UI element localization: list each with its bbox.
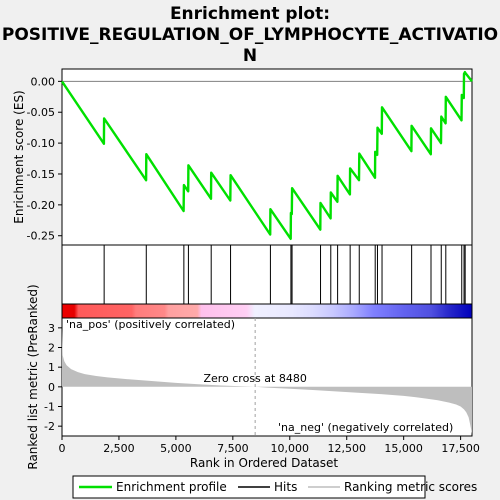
metric-tick-label: -1 (44, 401, 55, 414)
es-tick-label: -0.25 (27, 230, 55, 243)
x-tick-label: 7,500 (217, 442, 249, 455)
x-tick-label: 15,000 (384, 442, 423, 455)
chart-title-line3: N (243, 46, 257, 66)
legend-metric-label: Ranking metric scores (344, 480, 477, 494)
legend: Enrichment profile Hits Ranking metric s… (72, 475, 477, 499)
x-tick-label: 12,500 (327, 442, 366, 455)
es-tick-label: -0.20 (27, 199, 55, 212)
legend-enrichment-label: Enrichment profile (116, 480, 227, 494)
es-axis-ticks: 0.00 -0.05 -0.10 -0.15 -0.20 -0.25 (27, 75, 62, 243)
x-tick-label: 0 (59, 442, 66, 455)
negative-correlation-label: 'na_neg' (negatively correlated) (278, 421, 453, 434)
metric-tick-label: 0 (48, 381, 55, 394)
metric-panel (61, 317, 473, 437)
x-axis-ticks: 0 2,500 5,000 7,500 10,000 12,500 15,000 17,500 (59, 436, 480, 455)
x-tick-label: 5,000 (160, 442, 192, 455)
metric-tick-label: 2 (48, 342, 55, 355)
es-panel (61, 68, 473, 246)
es-axis-label: Enrichment score (ES) (12, 90, 26, 223)
zero-cross-label: Zero cross at 8480 (203, 372, 306, 385)
x-tick-label: 2,500 (103, 442, 135, 455)
x-tick-label: 10,000 (271, 442, 310, 455)
metric-axis-label: Ranked list metric (PreRanked) (26, 284, 40, 469)
x-axis-label: Rank in Ordered Dataset (190, 456, 338, 470)
rank-color-bar (61, 303, 473, 319)
chart-title-line1: Enrichment plot: (170, 4, 330, 24)
es-tick-label: -0.15 (27, 168, 55, 181)
es-tick-label: -0.10 (27, 137, 55, 150)
metric-axis-ticks: 3 2 1 0 -1 -2 (44, 322, 62, 433)
enrichment-profile-line (61, 70, 473, 241)
chart-title-line2: POSITIVE_REGULATION_OF_LYMPHOCYTE_ACTIVA… (2, 25, 498, 45)
positive-correlation-label: 'na_pos' (positively correlated) (66, 318, 235, 331)
metric-tick-label: 1 (48, 361, 55, 374)
es-tick-label: -0.05 (27, 106, 55, 119)
metric-tick-label: 3 (48, 322, 55, 335)
es-tick-label: 0.00 (31, 75, 56, 88)
ranking-metric-area (62, 329, 472, 434)
hits-panel (61, 244, 473, 305)
legend-hits-label: Hits (274, 480, 297, 494)
x-tick-label: 17,500 (441, 442, 480, 455)
metric-tick-label: -2 (44, 420, 55, 433)
hits-marks (103, 245, 466, 304)
